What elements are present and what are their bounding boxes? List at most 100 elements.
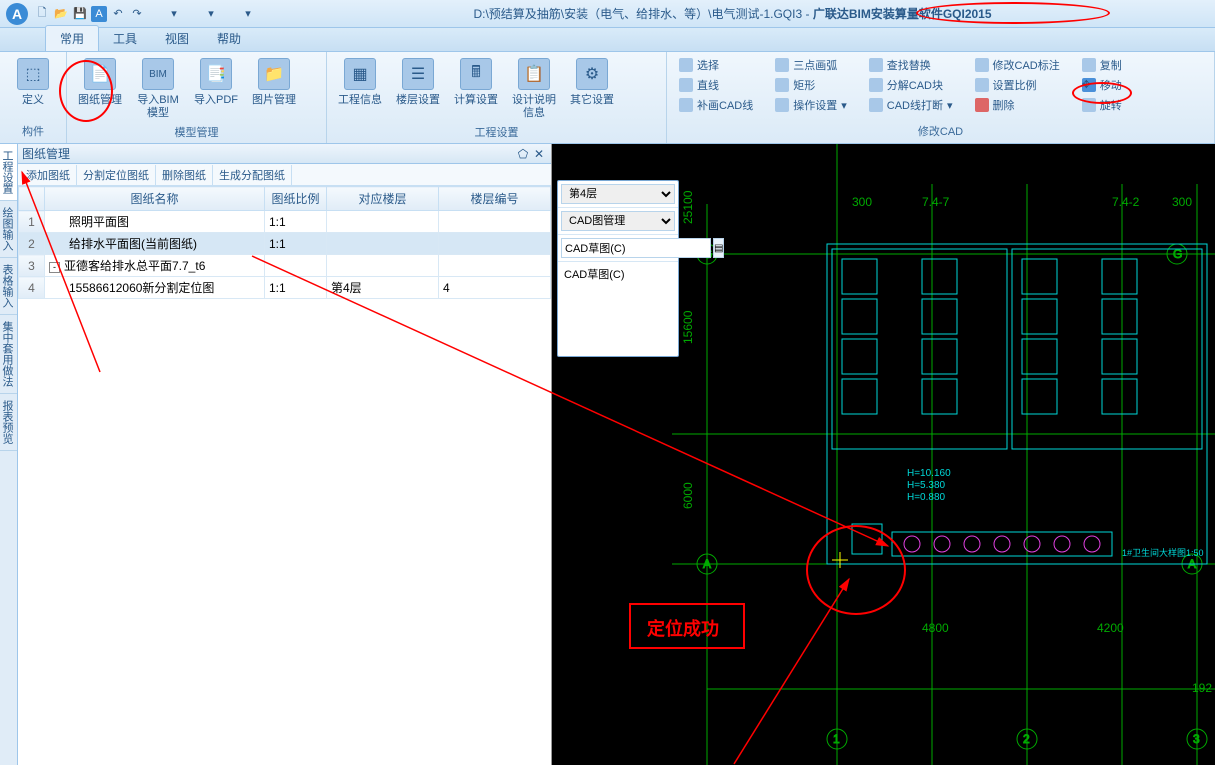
- tab-tools[interactable]: 工具: [99, 26, 151, 51]
- modify-dim-button[interactable]: 修改CAD标注: [971, 56, 1064, 74]
- table-row[interactable]: 4 15586612060新分割定位图1:1第4层4: [19, 277, 551, 299]
- svg-text:1: 1: [833, 732, 840, 746]
- qat-dd3-icon[interactable]: ▾: [240, 6, 256, 22]
- cad-mgr-select[interactable]: CAD图管理: [561, 211, 675, 231]
- tab-common[interactable]: 常用: [45, 25, 99, 51]
- define-button[interactable]: ⬚定义: [6, 54, 60, 111]
- calc-setting-button[interactable]: 🖩计算设置: [449, 54, 503, 111]
- other-setting-button[interactable]: ⚙其它设置: [565, 54, 619, 111]
- split-locate-button[interactable]: 分割定位图纸: [77, 165, 156, 185]
- ribbon-group-component: ⬚定义 构件: [0, 52, 67, 143]
- pin-icon[interactable]: ⬠: [515, 147, 531, 161]
- project-info-button[interactable]: ▦工程信息: [333, 54, 387, 111]
- table-row[interactable]: 2 给排水平面图(当前图纸)1:1: [19, 233, 551, 255]
- image-manage-button[interactable]: 📁图片管理: [247, 54, 301, 111]
- quick-access-toolbar: 🗋 📂 💾 A ↶ ↷ ▾ ▾ ▾: [34, 6, 256, 22]
- panel-header: 图纸管理 ⬠ ✕: [18, 144, 551, 164]
- delete-button[interactable]: 删除: [971, 96, 1064, 114]
- close-icon[interactable]: ✕: [531, 147, 547, 161]
- break-cad-button[interactable]: CAD线打断 ▾: [865, 96, 957, 114]
- select-button[interactable]: 选择: [675, 56, 757, 74]
- table-row[interactable]: 1 照明平面图1:1: [19, 211, 551, 233]
- panel-toolbar: 添加图纸 分割定位图纸 删除图纸 生成分配图纸: [18, 164, 551, 186]
- svg-text:7.4-7: 7.4-7: [922, 195, 950, 209]
- svg-text:2: 2: [1023, 732, 1030, 746]
- drawing-manage-button[interactable]: 📄图纸管理: [73, 54, 127, 111]
- vtab-draw-input[interactable]: 绘图输入: [0, 201, 17, 258]
- svg-text:300: 300: [852, 195, 872, 209]
- svg-text:15600: 15600: [681, 310, 695, 344]
- vertical-tabs: 工程设置 绘图输入 表格输入 集中套用做法 报表预览: [0, 144, 18, 765]
- svg-text:4200: 4200: [1097, 621, 1124, 635]
- draft-list[interactable]: CAD草图(C): [558, 262, 678, 356]
- line-button[interactable]: 直线: [675, 76, 757, 94]
- main-area: 工程设置 绘图输入 表格输入 集中套用做法 报表预览 图纸管理 ⬠ ✕ 添加图纸…: [0, 144, 1215, 765]
- window-title: D:\预结算及抽筋\安装（电气、给排水、等）\电气测试-1.GQI3 - 广联达…: [256, 5, 1209, 22]
- group-label: 模型管理: [73, 124, 320, 142]
- app-logo-icon: A: [6, 3, 28, 25]
- qat-redo-icon[interactable]: ↷: [129, 6, 145, 22]
- add-drawing-button[interactable]: 添加图纸: [20, 165, 77, 185]
- copy-button[interactable]: 复制: [1078, 56, 1126, 74]
- fill-cad-button[interactable]: 补画CAD线: [675, 96, 757, 114]
- tab-view[interactable]: 视图: [151, 26, 203, 51]
- vtab-batch-usage[interactable]: 集中套用做法: [0, 315, 17, 394]
- svg-text:H=10.160: H=10.160: [907, 468, 951, 479]
- svg-text:H=5.380: H=5.380: [907, 480, 946, 491]
- vtab-project-setting[interactable]: 工程设置: [0, 144, 17, 201]
- svg-text:300: 300: [1172, 195, 1192, 209]
- col-floor: 对应楼层: [327, 187, 439, 211]
- rect-button[interactable]: 矩形: [771, 76, 851, 94]
- cad-layer-panel: 第4层 CAD图管理 ▤ CAD草图(C): [557, 180, 679, 357]
- floor-select[interactable]: 第4层: [561, 184, 675, 204]
- svg-text:6000: 6000: [681, 482, 695, 509]
- col-ratio: 图纸比例: [265, 187, 327, 211]
- group-label: 构件: [6, 123, 60, 141]
- qat-undo-icon[interactable]: ↶: [110, 6, 126, 22]
- drawing-manager-panel: 图纸管理 ⬠ ✕ 添加图纸 分割定位图纸 删除图纸 生成分配图纸 图纸名称 图纸…: [18, 144, 552, 765]
- op-setting-button[interactable]: 操作设置 ▾: [771, 96, 851, 114]
- ribbon: ⬚定义 构件 📄图纸管理 BIM导入BIM模型 📑导入PDF 📁图片管理 模型管…: [0, 52, 1215, 144]
- ribbon-group-project: ▦工程信息 ☰楼层设置 🖩计算设置 📋设计说明信息 ⚙其它设置 工程设置: [327, 52, 667, 143]
- rotate-button[interactable]: 旋转: [1078, 96, 1126, 114]
- set-scale-button[interactable]: 设置比例: [971, 76, 1064, 94]
- ribbon-tabs: 常用 工具 视图 帮助: [0, 28, 1215, 52]
- delete-drawing-button[interactable]: 删除图纸: [156, 165, 213, 185]
- svg-text:1#卫生间大样图1:50: 1#卫生间大样图1:50: [1122, 547, 1204, 558]
- draft-input[interactable]: [561, 238, 711, 258]
- gen-assign-button[interactable]: 生成分配图纸: [213, 165, 292, 185]
- svg-text:H=0.880: H=0.880: [907, 492, 946, 503]
- ribbon-group-modify-cad: 选择 直线 补画CAD线 三点画弧 矩形 操作设置 ▾ 查找替换 分解CAD块 …: [667, 52, 1215, 143]
- qat-a-icon[interactable]: A: [91, 6, 107, 22]
- table-row[interactable]: 3-亚德客给排水总平面7.7_t6: [19, 255, 551, 277]
- tab-help[interactable]: 帮助: [203, 26, 255, 51]
- import-bim-button[interactable]: BIM导入BIM模型: [131, 54, 185, 124]
- panel-title: 图纸管理: [22, 145, 515, 162]
- floor-setting-button[interactable]: ☰楼层设置: [391, 54, 445, 111]
- qat-dd1-icon[interactable]: ▾: [166, 6, 182, 22]
- vtab-report[interactable]: 报表预览: [0, 394, 17, 451]
- svg-text:4800: 4800: [922, 621, 949, 635]
- qat-save-icon[interactable]: 💾: [72, 6, 88, 22]
- draft-action-icon[interactable]: ▤: [713, 238, 724, 258]
- qat-dd2-icon[interactable]: ▾: [203, 6, 219, 22]
- svg-text:3: 3: [1193, 732, 1200, 746]
- qat-new-icon[interactable]: 🗋: [34, 6, 50, 22]
- explode-cad-button[interactable]: 分解CAD块: [865, 76, 957, 94]
- vtab-table-input[interactable]: 表格输入: [0, 258, 17, 315]
- ribbon-group-model: 📄图纸管理 BIM导入BIM模型 📑导入PDF 📁图片管理 模型管理: [67, 52, 327, 143]
- cad-viewport[interactable]: 第4层 CAD图管理 ▤ CAD草图(C): [552, 144, 1215, 765]
- find-replace-button[interactable]: 查找替换: [865, 56, 957, 74]
- arc-button[interactable]: 三点画弧: [771, 56, 851, 74]
- qat-open-icon[interactable]: 📂: [53, 6, 69, 22]
- col-fnum: 楼层编号: [439, 187, 551, 211]
- svg-text:192: 192: [1192, 681, 1212, 695]
- drawing-table: 图纸名称 图纸比例 对应楼层 楼层编号 1 照明平面图1:12 给排水平面图(当…: [18, 186, 551, 299]
- move-button[interactable]: ✥移动: [1078, 76, 1126, 94]
- col-name: 图纸名称: [45, 187, 265, 211]
- svg-text:25100: 25100: [681, 190, 695, 224]
- import-pdf-button[interactable]: 📑导入PDF: [189, 54, 243, 111]
- design-notes-button[interactable]: 📋设计说明信息: [507, 54, 561, 124]
- svg-text:A: A: [703, 557, 711, 571]
- group-label: 工程设置: [333, 124, 660, 142]
